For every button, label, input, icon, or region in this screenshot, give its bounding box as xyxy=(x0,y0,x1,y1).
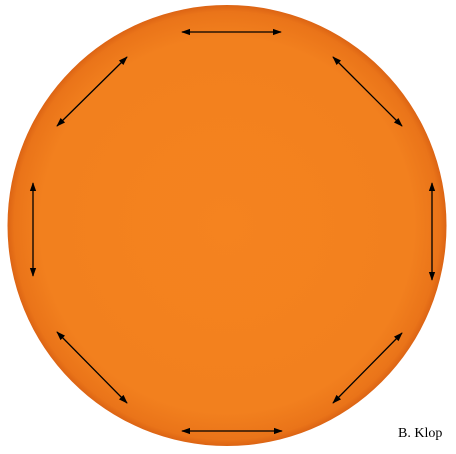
page: {"credit": "B. Klop"} B. Klop (() => { c… xyxy=(0,0,456,454)
credit: B. Klop xyxy=(398,426,442,441)
sun-disc xyxy=(8,5,447,446)
sun-diagram: B. Klop xyxy=(0,0,456,454)
